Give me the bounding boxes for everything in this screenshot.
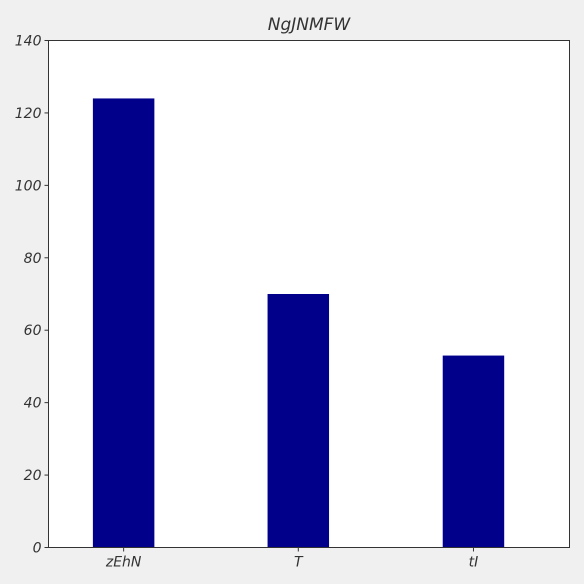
bar-tI [442, 355, 505, 548]
y-tick-label: 120 [15, 106, 42, 122]
x-tick-label: tI [469, 555, 479, 571]
plot-frame [48, 40, 570, 548]
bar-zEhN [92, 98, 155, 548]
bar-T [267, 294, 330, 548]
y-tick-label: 140 [15, 34, 42, 50]
x-tick-label: zEhN [105, 555, 142, 571]
y-axis-ticks: 0 20 40 60 80 100 120 140 [15, 34, 49, 557]
y-tick-label: 60 [24, 323, 42, 339]
y-tick-label: 20 [24, 468, 42, 484]
y-tick-label: 100 [15, 178, 42, 194]
y-tick-label: 0 [33, 541, 42, 557]
chart-title: NgJNMFW [268, 15, 352, 35]
y-tick-label: 40 [24, 396, 42, 412]
y-tick-label: 80 [24, 251, 42, 267]
x-tick-label: T [294, 555, 304, 571]
bars-group [92, 98, 505, 548]
